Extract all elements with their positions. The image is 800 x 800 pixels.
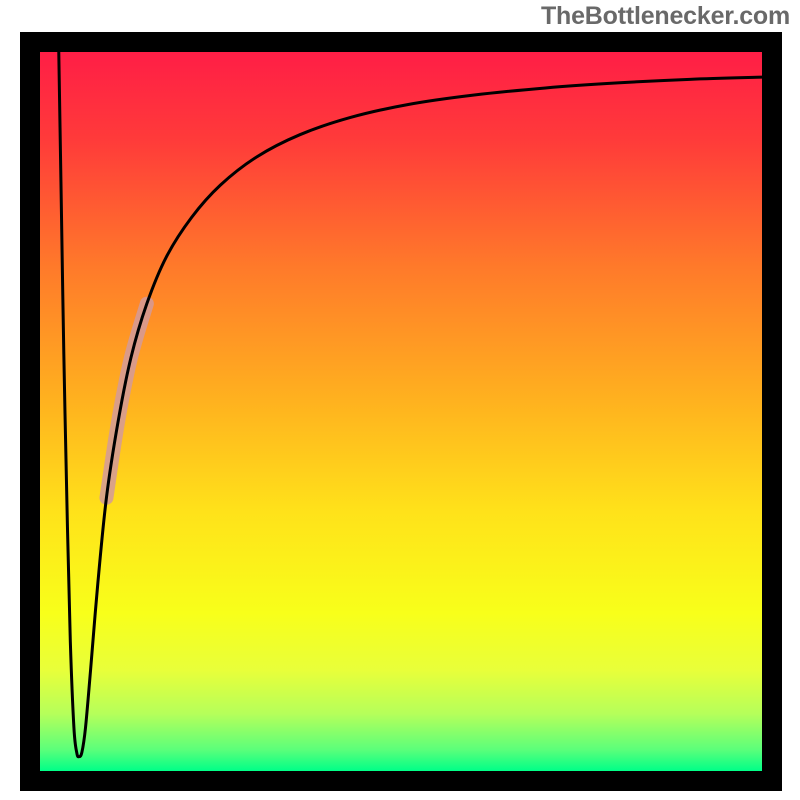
frame-border-bottom — [20, 771, 782, 791]
frame-border-top — [20, 32, 782, 52]
gradient-background — [40, 52, 762, 771]
plot-svg — [20, 32, 782, 791]
watermark-text: TheBottlenecker.com — [541, 2, 790, 31]
frame-border-left — [20, 32, 40, 791]
plot-frame — [20, 32, 782, 791]
frame-border-right — [762, 32, 782, 791]
